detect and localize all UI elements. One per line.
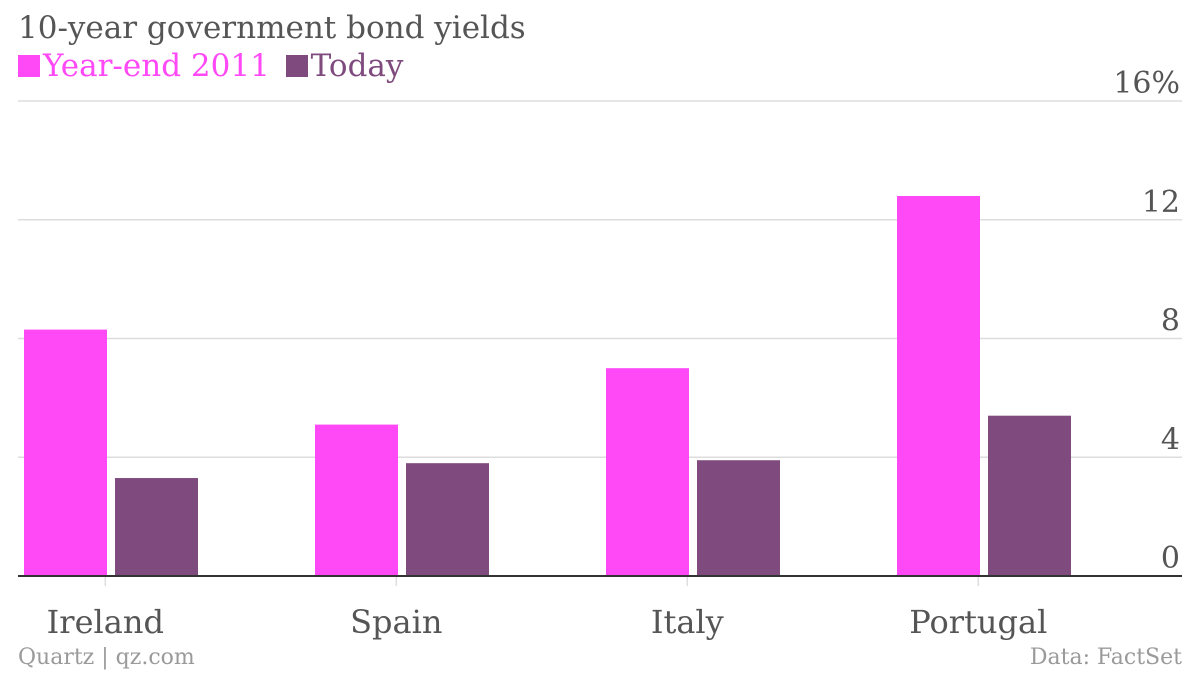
gridlines bbox=[18, 100, 1182, 458]
y-axis-ticks: 0 4 8 12 16% bbox=[1113, 66, 1180, 576]
y-tick-label: 0 bbox=[1161, 541, 1180, 576]
bar-portugal-today bbox=[988, 415, 1071, 576]
y-tick-label: 4 bbox=[1161, 422, 1180, 457]
x-category-label: Ireland bbox=[47, 603, 164, 641]
bar-italy-year-end-2011 bbox=[606, 368, 689, 576]
legend-swatch-today bbox=[285, 55, 308, 77]
x-category-label: Spain bbox=[350, 603, 442, 641]
legend-item-year-end-2011: Year-end 2011 bbox=[18, 48, 270, 84]
legend-swatch-year-end-2011 bbox=[18, 55, 40, 77]
x-axis-categories: Ireland Spain Italy Portugal bbox=[47, 577, 1047, 641]
x-category-label: Portugal bbox=[909, 603, 1047, 641]
bars bbox=[18, 196, 1182, 577]
bar-spain-today bbox=[406, 463, 489, 576]
chart-legend: Year-end 2011 Today bbox=[18, 48, 409, 84]
y-tick-label: 16% bbox=[1113, 66, 1180, 101]
legend-item-today: Today bbox=[285, 48, 404, 84]
bar-italy-today bbox=[697, 460, 780, 576]
bar-ireland-today bbox=[115, 478, 198, 576]
y-tick-label: 12 bbox=[1142, 185, 1180, 220]
chart-title: 10-year government bond yields bbox=[18, 10, 526, 46]
bar-ireland-year-end-2011 bbox=[24, 329, 107, 576]
bar-portugal-year-end-2011 bbox=[897, 196, 980, 576]
y-tick-label: 8 bbox=[1161, 304, 1180, 339]
legend-label-today: Today bbox=[310, 48, 404, 84]
bar-spain-year-end-2011 bbox=[315, 424, 398, 576]
data-source: Data: FactSet bbox=[1029, 645, 1182, 670]
legend-label-year-end-2011: Year-end 2011 bbox=[43, 48, 270, 84]
x-category-label: Italy bbox=[651, 603, 724, 641]
source-credit: Quartz | qz.com bbox=[18, 645, 195, 670]
